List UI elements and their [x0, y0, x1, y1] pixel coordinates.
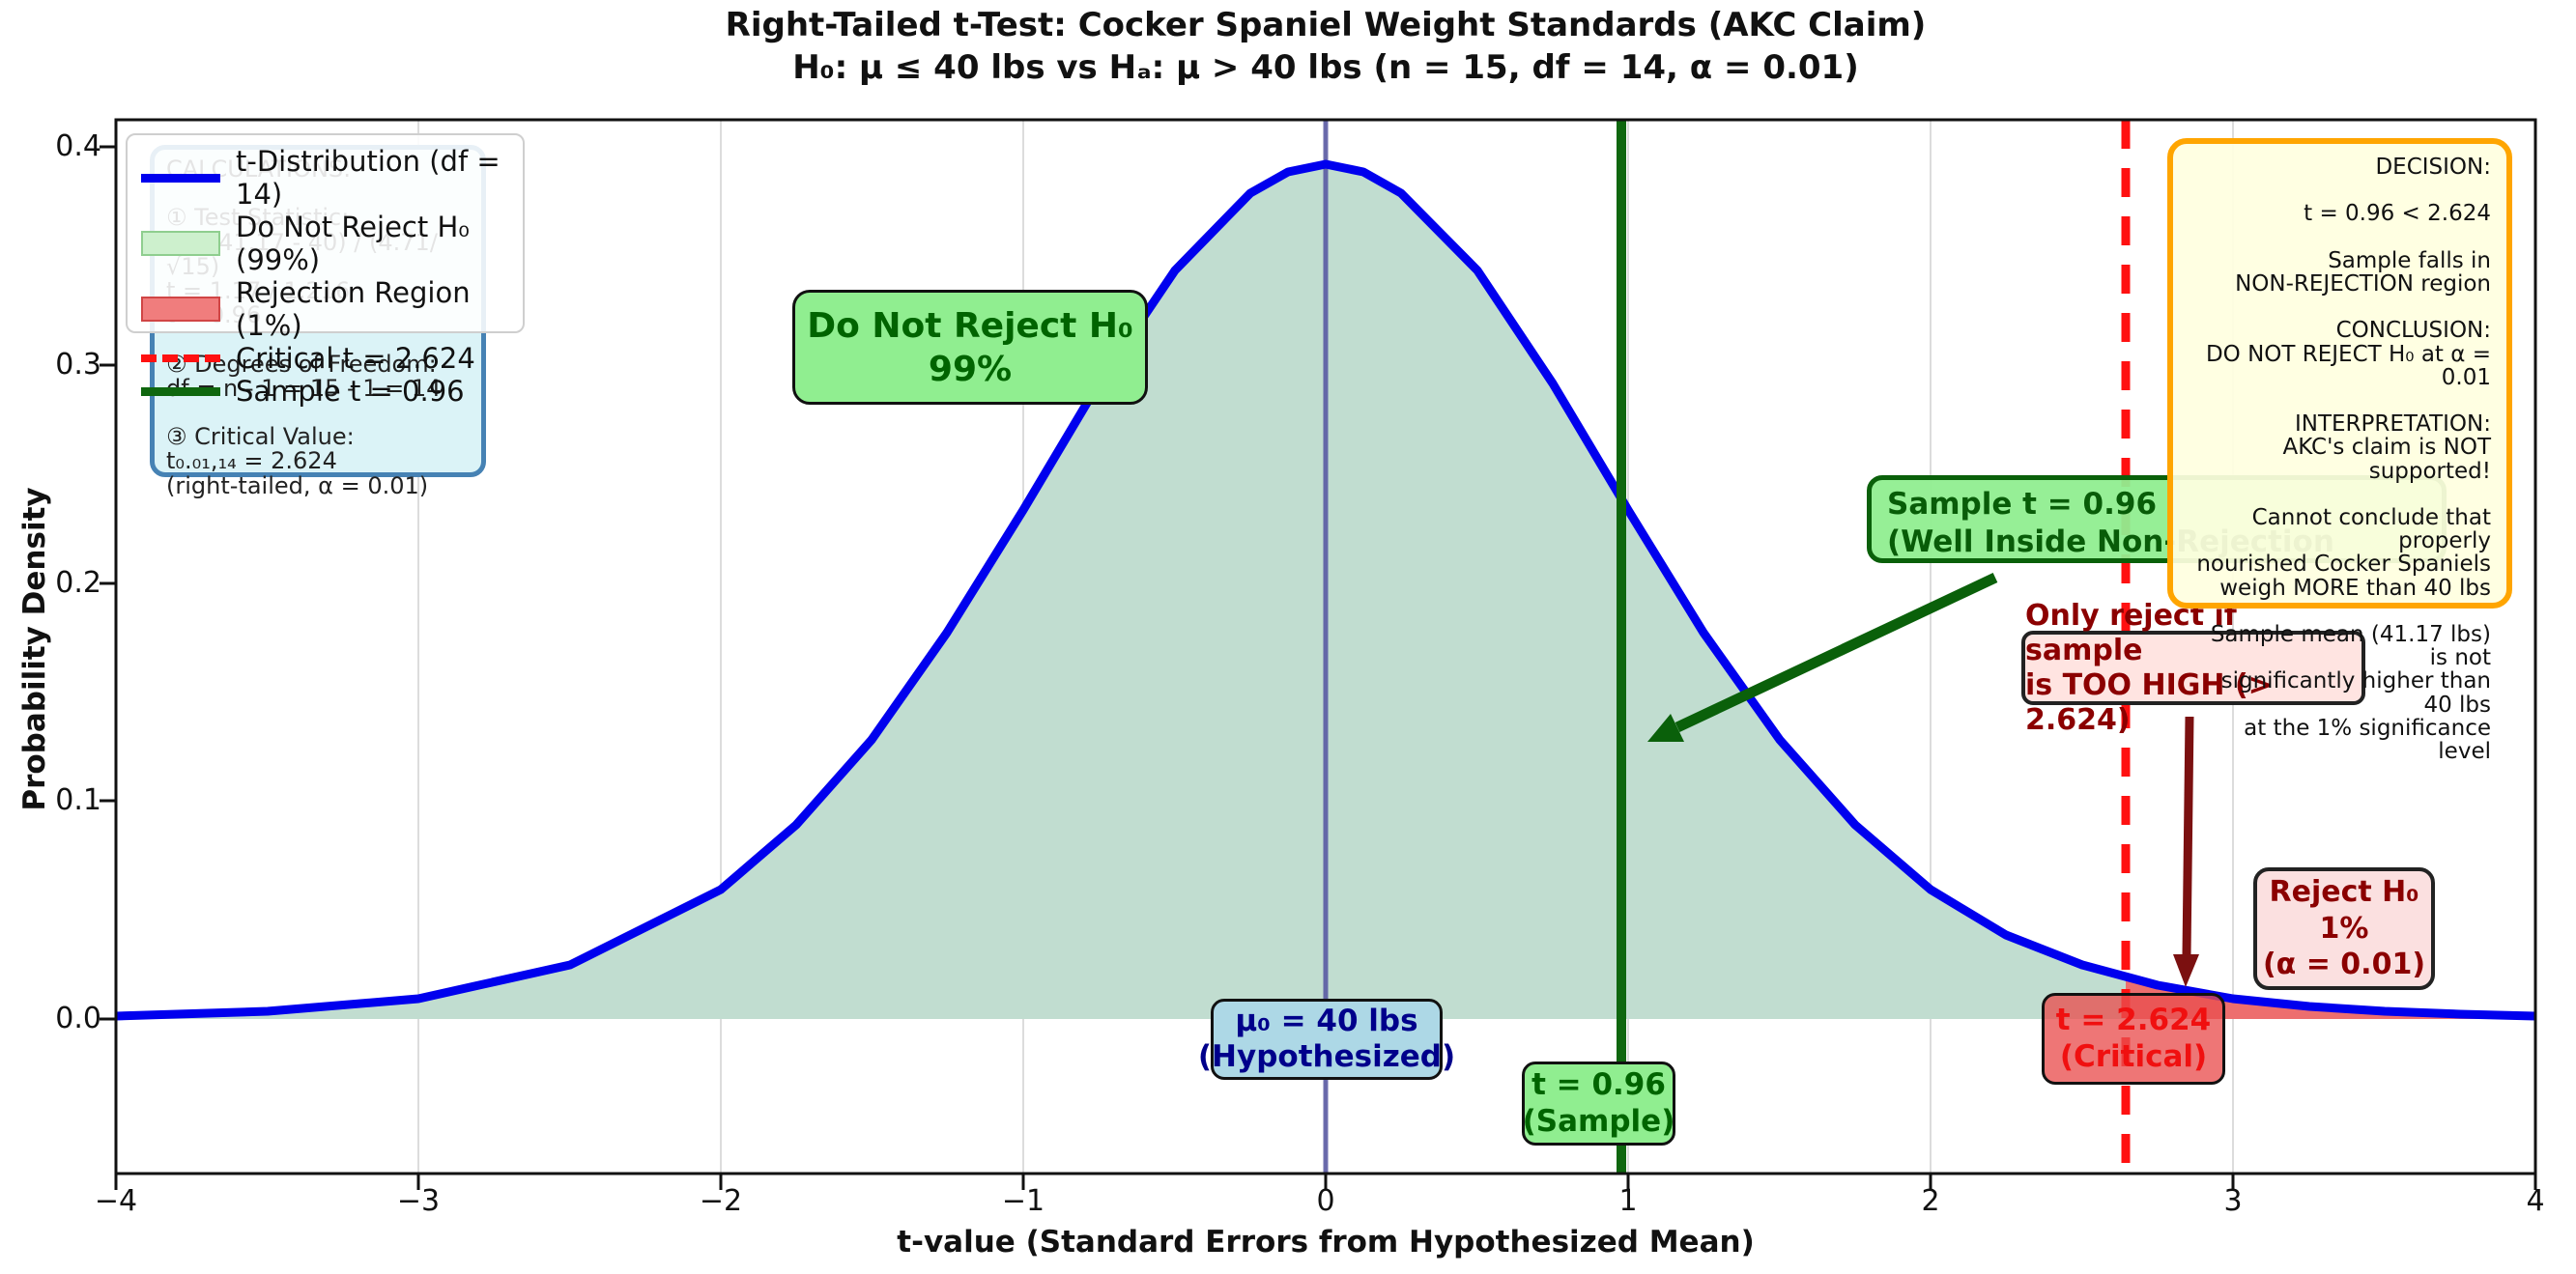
x-tick-marks	[114, 1174, 2537, 1190]
legend-label: Sample t = 0.96	[236, 375, 465, 408]
y-tick-marks	[100, 145, 116, 1021]
sample-t-label-box: t = 0.96 (Sample)	[1522, 1062, 1675, 1146]
t-distribution-curve	[115, 159, 2536, 1021]
legend-red-patch-swatch	[141, 297, 220, 322]
critical-t-label-box: t = 2.624 (Critical)	[2042, 993, 2225, 1085]
do-not-reject-label-box: Do Not Reject H₀ 99%	[792, 290, 1148, 405]
x-tick-label: 0	[1316, 1184, 1335, 1218]
only-reject-arrow	[2173, 716, 2199, 987]
y-tick-label: 0.2	[55, 566, 101, 600]
legend-item-rejection-region: Rejection Region (1%)	[141, 276, 509, 342]
y-tick-label: 0.4	[55, 129, 101, 163]
y-tick-label: 0.1	[55, 783, 101, 817]
legend-dashed-line-swatch	[141, 354, 220, 362]
legend-item-sample-t: Sample t = 0.96	[141, 375, 509, 408]
legend-item-t-distribution: t-Distribution (df = 14)	[141, 145, 509, 211]
x-tick-label: 1	[1618, 1184, 1638, 1218]
do-not-reject-line1: Do Not Reject H₀	[807, 305, 1133, 346]
legend-label: Rejection Region (1%)	[236, 276, 471, 342]
rejection-region-fill	[2126, 978, 2535, 1019]
chart-title: Right-Tailed t-Test: Cocker Spaniel Weig…	[725, 6, 1927, 44]
legend-label: Critical t = 2.624	[236, 342, 475, 375]
do-not-reject-line2: 99%	[928, 349, 1013, 389]
legend-line-swatch	[141, 173, 220, 183]
legend-label: Do Not Reject H₀ (99%)	[236, 211, 470, 276]
legend-green-line-swatch	[141, 386, 220, 396]
hypothesized-mean-label-box: μ₀ = 40 lbs (Hypothesized)	[1198, 999, 1455, 1080]
chart-subtitle: H₀: μ ≤ 40 lbs vs Hₐ: μ > 40 lbs (n = 15…	[792, 48, 1859, 87]
legend-green-patch-swatch	[141, 231, 220, 256]
x-tick-label: 2	[1921, 1184, 1940, 1218]
decision-box: DECISION: t = 0.96 < 2.624 Sample falls …	[2167, 138, 2512, 763]
legend-label: t-Distribution (df = 14)	[236, 145, 501, 211]
legend: t-Distribution (df = 14) Do Not Reject H…	[126, 133, 525, 408]
x-axis-label: t-value (Standard Errors from Hypothesiz…	[897, 1225, 1755, 1260]
only-reject-note-box: Only reject if sample is TOO HIGH (> 2.6…	[2021, 599, 2365, 737]
sample-annotation-arrow	[1647, 573, 1998, 742]
legend-item-critical-t: Critical t = 2.624	[141, 342, 509, 375]
x-tick-label: 4	[2526, 1184, 2545, 1218]
x-tick-label: 3	[2223, 1184, 2243, 1218]
y-tick-label: 0.3	[55, 348, 101, 382]
y-tick-label: 0.0	[55, 1002, 101, 1035]
legend-item-do-not-reject: Do Not Reject H₀ (99%)	[141, 211, 509, 276]
reject-region-label-box: Reject H₀ 1% (α = 0.01)	[2253, 867, 2435, 990]
